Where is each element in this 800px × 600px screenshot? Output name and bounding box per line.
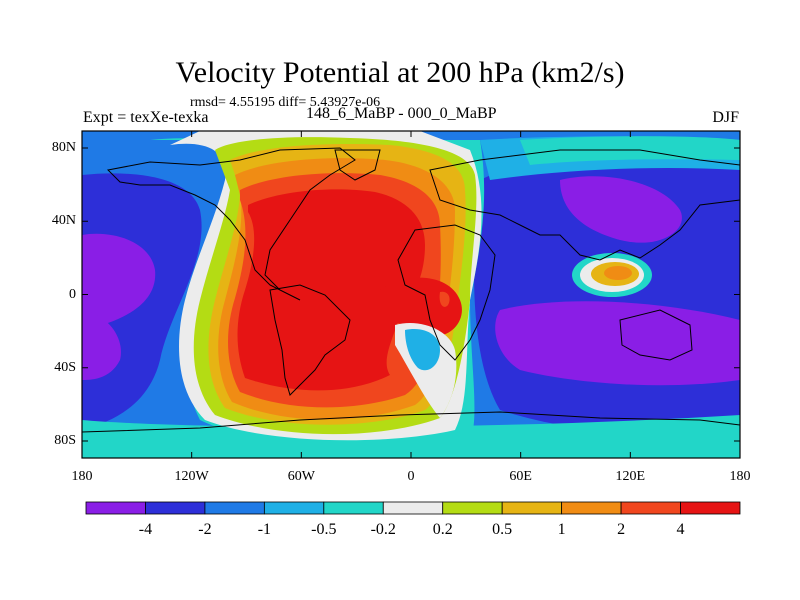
continent-outlines bbox=[82, 147, 740, 433]
colorbar-swatch bbox=[442, 501, 503, 515]
island-core bbox=[604, 266, 632, 280]
colorbar-label: 1 bbox=[557, 521, 566, 538]
colorbar-swatch bbox=[323, 501, 384, 515]
x-tick-label: 60W bbox=[287, 469, 315, 484]
colorbar-label: -1 bbox=[257, 521, 272, 538]
colorbar-swatch bbox=[620, 501, 681, 515]
colorbar-label: 0.2 bbox=[432, 521, 453, 538]
center-label: 148_6_MaBP - 000_0_MaBP bbox=[306, 105, 497, 122]
outline-greenland bbox=[334, 149, 381, 181]
chart-title: Velocity Potential at 200 hPa (km2/s) bbox=[175, 56, 625, 89]
region-strong-neg-4 bbox=[495, 301, 740, 386]
left-label: Expt = texXe-texka bbox=[83, 109, 209, 126]
x-tick-label: 120W bbox=[174, 469, 209, 484]
colorbar-swatch bbox=[204, 501, 265, 515]
outline-australia bbox=[619, 309, 693, 361]
outline-antarctica bbox=[82, 411, 740, 433]
colorbar-swatch bbox=[680, 501, 741, 515]
x-tick-label: 60E bbox=[509, 469, 532, 484]
y-tick-label: 80N bbox=[51, 140, 76, 155]
region-strong-neg-2 bbox=[82, 310, 121, 380]
y-tick-label: 80S bbox=[54, 433, 76, 448]
x-tick-label: 120E bbox=[615, 469, 646, 484]
region-strong-neg-3 bbox=[560, 176, 682, 243]
colorbar-swatch bbox=[145, 501, 206, 515]
x-tick-label: 0 bbox=[407, 469, 415, 484]
region-pos-4 bbox=[237, 189, 425, 391]
colorbar-swatch bbox=[382, 501, 444, 515]
x-tick-label: 180 bbox=[729, 469, 751, 484]
colorbar-label: -4 bbox=[138, 521, 153, 538]
outline-africa bbox=[397, 224, 496, 361]
x-tick-label: 180 bbox=[71, 469, 93, 484]
region-tongue-center bbox=[439, 291, 450, 307]
colorbar-label: -0.2 bbox=[370, 521, 396, 538]
region-inner-hook-core bbox=[405, 329, 440, 371]
colorbar-swatch bbox=[561, 501, 622, 515]
y-tick-label: 0 bbox=[69, 286, 76, 302]
colorbar-label: -2 bbox=[198, 521, 212, 538]
colorbar-label: 0.5 bbox=[492, 521, 513, 538]
outline-eurasia bbox=[429, 149, 740, 261]
colorbar-label: 2 bbox=[617, 521, 626, 538]
stats-text: rmsd= 4.55195 diff= 5.43927e-06 bbox=[190, 95, 381, 110]
colorbar-label: -0.5 bbox=[311, 521, 337, 538]
colorbar-label: 4 bbox=[676, 521, 685, 538]
outline-north-america bbox=[106, 147, 356, 301]
y-tick-label: 40N bbox=[51, 213, 76, 229]
colorbar-swatch bbox=[501, 501, 563, 515]
y-tick-label: 40S bbox=[54, 359, 76, 375]
right-label: DJF bbox=[712, 109, 739, 126]
colorbar-swatch bbox=[85, 501, 146, 515]
colorbar-swatch bbox=[263, 501, 325, 515]
region-strong-neg-1 bbox=[82, 233, 156, 330]
outline-south-america bbox=[269, 284, 351, 396]
